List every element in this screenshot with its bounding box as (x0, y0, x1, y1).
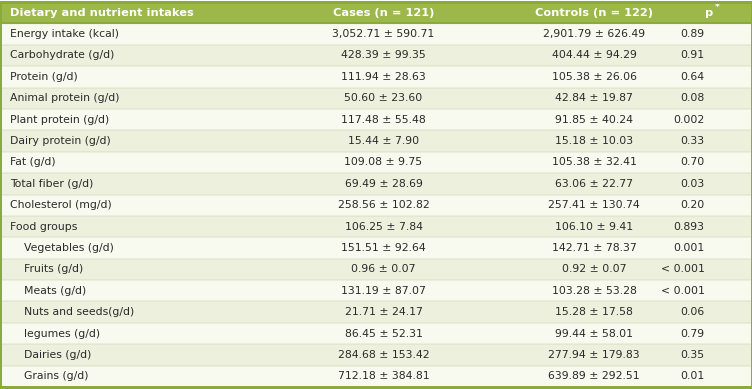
Bar (0, 366, 752, 387)
Text: 0.08: 0.08 (681, 93, 705, 103)
Text: < 0.001: < 0.001 (661, 286, 705, 296)
Text: Cases (n = 121): Cases (n = 121) (333, 8, 434, 18)
Text: 284.68 ± 153.42: 284.68 ± 153.42 (338, 350, 429, 360)
Bar (0, 45, 752, 66)
Text: 111.94 ± 28.63: 111.94 ± 28.63 (341, 72, 426, 82)
Text: Cholesterol (mg/d): Cholesterol (mg/d) (10, 200, 111, 210)
Text: 105.38 ± 32.41: 105.38 ± 32.41 (552, 158, 636, 167)
Text: Total fiber (g/d): Total fiber (g/d) (10, 179, 93, 189)
Text: 99.44 ± 58.01: 99.44 ± 58.01 (555, 329, 633, 338)
Text: Plant protein (g/d): Plant protein (g/d) (10, 115, 109, 124)
Text: Energy intake (kcal): Energy intake (kcal) (10, 29, 119, 39)
Bar (0, 216, 752, 237)
Text: 639.89 ± 292.51: 639.89 ± 292.51 (548, 371, 640, 381)
Text: 142.71 ± 78.37: 142.71 ± 78.37 (552, 243, 636, 253)
Text: 63.06 ± 22.77: 63.06 ± 22.77 (555, 179, 633, 189)
Text: 109.08 ± 9.75: 109.08 ± 9.75 (344, 158, 423, 167)
Bar (0, 130, 752, 152)
Text: Food groups: Food groups (10, 222, 77, 231)
Text: 0.06: 0.06 (681, 307, 705, 317)
Text: Protein (g/d): Protein (g/d) (10, 72, 77, 82)
Text: 69.49 ± 28.69: 69.49 ± 28.69 (344, 179, 423, 189)
Text: 21.71 ± 24.17: 21.71 ± 24.17 (344, 307, 423, 317)
Text: 0.70: 0.70 (681, 158, 705, 167)
Text: Dairy protein (g/d): Dairy protein (g/d) (10, 136, 111, 146)
Bar (0, 173, 752, 194)
Text: 15.28 ± 17.58: 15.28 ± 17.58 (555, 307, 633, 317)
Text: Nuts and seeds(g/d): Nuts and seeds(g/d) (10, 307, 134, 317)
Text: 0.96 ± 0.07: 0.96 ± 0.07 (351, 265, 416, 274)
Text: < 0.001: < 0.001 (661, 265, 705, 274)
Text: 0.001: 0.001 (673, 243, 705, 253)
Text: 106.25 ± 7.84: 106.25 ± 7.84 (344, 222, 423, 231)
Text: 117.48 ± 55.48: 117.48 ± 55.48 (341, 115, 426, 124)
Text: 15.44 ± 7.90: 15.44 ± 7.90 (348, 136, 419, 146)
Text: legumes (g/d): legumes (g/d) (10, 329, 100, 338)
Text: Meats (g/d): Meats (g/d) (10, 286, 86, 296)
Text: 15.18 ± 10.03: 15.18 ± 10.03 (555, 136, 633, 146)
Text: 0.20: 0.20 (681, 200, 705, 210)
Text: 0.03: 0.03 (681, 179, 705, 189)
Bar (0, 23, 752, 45)
Text: 0.64: 0.64 (681, 72, 705, 82)
Text: 42.84 ± 19.87: 42.84 ± 19.87 (555, 93, 633, 103)
Text: 0.92 ± 0.07: 0.92 ± 0.07 (562, 265, 626, 274)
Bar (0, 66, 752, 88)
Text: Fat (g/d): Fat (g/d) (10, 158, 56, 167)
Text: 0.33: 0.33 (681, 136, 705, 146)
Text: 105.38 ± 26.06: 105.38 ± 26.06 (551, 72, 637, 82)
Text: 0.79: 0.79 (681, 329, 705, 338)
Text: Carbohydrate (g/d): Carbohydrate (g/d) (10, 51, 114, 60)
Text: 712.18 ± 384.81: 712.18 ± 384.81 (338, 371, 429, 381)
Text: 2,901.79 ± 626.49: 2,901.79 ± 626.49 (543, 29, 645, 39)
Text: 257.41 ± 130.74: 257.41 ± 130.74 (548, 200, 640, 210)
Text: 277.94 ± 179.83: 277.94 ± 179.83 (548, 350, 640, 360)
Text: Controls (n = 122): Controls (n = 122) (535, 8, 653, 18)
Text: 131.19 ± 87.07: 131.19 ± 87.07 (341, 286, 426, 296)
Text: 404.44 ± 94.29: 404.44 ± 94.29 (552, 51, 636, 60)
Text: 86.45 ± 52.31: 86.45 ± 52.31 (344, 329, 423, 338)
Text: 0.35: 0.35 (681, 350, 705, 360)
Text: p: p (705, 8, 713, 18)
Text: *: * (714, 4, 719, 12)
Bar (0, 2, 752, 23)
Text: Grains (g/d): Grains (g/d) (10, 371, 88, 381)
Text: 0.002: 0.002 (673, 115, 705, 124)
Text: 3,052.71 ± 590.71: 3,052.71 ± 590.71 (332, 29, 435, 39)
Text: 103.28 ± 53.28: 103.28 ± 53.28 (552, 286, 636, 296)
Bar (0, 259, 752, 280)
Text: 0.893: 0.893 (674, 222, 705, 231)
Bar (0, 194, 752, 216)
Bar (0, 301, 752, 323)
Text: 151.51 ± 92.64: 151.51 ± 92.64 (341, 243, 426, 253)
Text: 0.91: 0.91 (681, 51, 705, 60)
Text: Vegetables (g/d): Vegetables (g/d) (10, 243, 114, 253)
Text: Dietary and nutrient intakes: Dietary and nutrient intakes (10, 8, 193, 18)
Bar (0, 323, 752, 344)
Text: Dairies (g/d): Dairies (g/d) (10, 350, 91, 360)
Text: 91.85 ± 40.24: 91.85 ± 40.24 (555, 115, 633, 124)
Bar (0, 88, 752, 109)
Bar (0, 109, 752, 130)
Text: Fruits (g/d): Fruits (g/d) (10, 265, 83, 274)
Bar (0, 237, 752, 259)
Text: 258.56 ± 102.82: 258.56 ± 102.82 (338, 200, 429, 210)
Text: Animal protein (g/d): Animal protein (g/d) (10, 93, 120, 103)
Text: 106.10 ± 9.41: 106.10 ± 9.41 (555, 222, 633, 231)
Text: 0.89: 0.89 (681, 29, 705, 39)
Text: 50.60 ± 23.60: 50.60 ± 23.60 (344, 93, 423, 103)
Bar (0, 280, 752, 301)
Text: 0.01: 0.01 (681, 371, 705, 381)
Bar (0, 344, 752, 366)
Text: 428.39 ± 99.35: 428.39 ± 99.35 (341, 51, 426, 60)
Bar (0, 152, 752, 173)
